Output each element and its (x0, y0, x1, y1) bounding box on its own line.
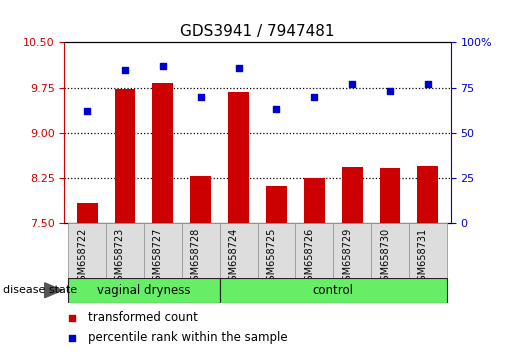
Bar (219, 223, 258, 278)
Bar (380, 168, 401, 223)
Bar (258, 223, 296, 278)
Bar (333, 223, 371, 278)
Bar (304, 178, 325, 223)
Text: disease state: disease state (3, 285, 77, 295)
Bar (190, 176, 211, 223)
Point (197, 94, 205, 99)
Bar (77, 203, 97, 223)
Text: vaginal dryness: vaginal dryness (97, 284, 191, 297)
Text: GSM658728: GSM658728 (191, 227, 201, 287)
Bar (114, 90, 135, 223)
Bar (418, 166, 438, 223)
Text: GSM658723: GSM658723 (115, 227, 125, 287)
Bar (152, 84, 173, 223)
Point (386, 88, 394, 94)
Point (348, 81, 356, 87)
Text: GSM658726: GSM658726 (304, 227, 314, 287)
Bar (266, 186, 287, 223)
Text: GSM658731: GSM658731 (418, 227, 428, 286)
Text: percentile rank within the sample: percentile rank within the sample (88, 331, 287, 344)
Title: GDS3941 / 7947481: GDS3941 / 7947481 (180, 23, 335, 39)
Text: GSM658730: GSM658730 (380, 227, 390, 286)
Point (68, 315, 76, 320)
Point (234, 65, 243, 70)
Bar (144, 223, 182, 278)
Point (68, 335, 76, 341)
Text: GSM658722: GSM658722 (77, 227, 87, 287)
Text: GSM658729: GSM658729 (342, 227, 352, 287)
Bar (68, 278, 219, 303)
Text: GSM658725: GSM658725 (266, 227, 277, 287)
Point (83, 108, 91, 114)
Point (121, 67, 129, 73)
Bar (182, 223, 219, 278)
Point (310, 94, 318, 99)
Polygon shape (45, 283, 62, 298)
Text: GSM658724: GSM658724 (229, 227, 238, 287)
Point (424, 81, 432, 87)
Point (272, 107, 281, 112)
Text: GSM658727: GSM658727 (153, 227, 163, 287)
Bar (106, 223, 144, 278)
Bar (219, 278, 447, 303)
Bar (342, 167, 363, 223)
Point (159, 63, 167, 69)
Bar (371, 223, 409, 278)
Bar (296, 223, 333, 278)
Bar (409, 223, 447, 278)
Bar (68, 223, 106, 278)
Text: control: control (313, 284, 354, 297)
Bar (228, 92, 249, 223)
Text: transformed count: transformed count (88, 311, 197, 324)
